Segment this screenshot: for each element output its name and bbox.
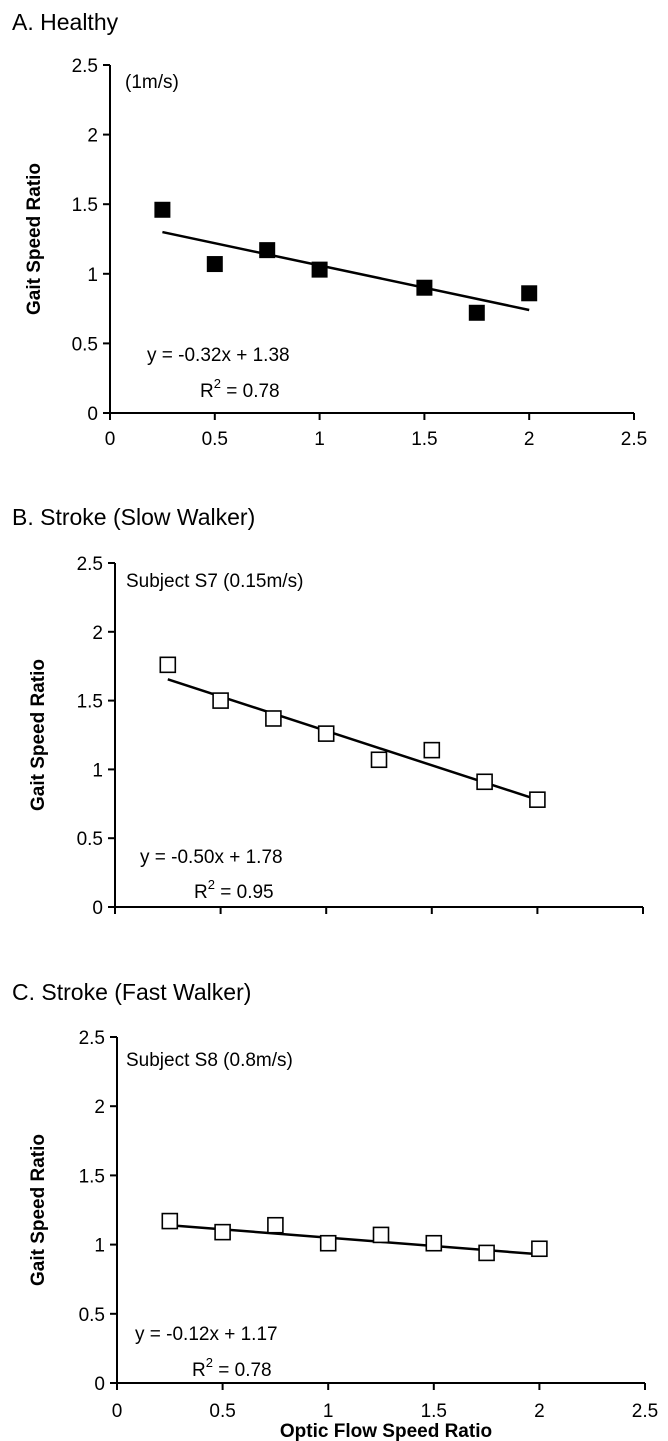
panel-title: A. Healthy	[12, 9, 119, 35]
data-point	[476, 773, 493, 791]
r-squared-prefix: R	[200, 381, 214, 402]
y-tick-label: 1	[87, 265, 98, 286]
trendline	[162, 230, 530, 312]
y-tick-label: 2	[94, 1097, 105, 1118]
x-tick-label: 1.5	[411, 429, 437, 450]
r-squared-label: R2 = 0.78	[200, 376, 280, 402]
y-tick-label: 0	[92, 898, 103, 919]
panel-annotation: Subject S8 (0.8m/s)	[126, 1050, 293, 1071]
y-tick-label: 0.5	[79, 1305, 105, 1326]
y-tick-label: 1.5	[72, 195, 98, 216]
y-tick-label: 2	[87, 126, 98, 147]
y-tick-label: 1	[94, 1236, 105, 1257]
data-point	[214, 1223, 231, 1241]
r-squared-label: R2 = 0.95	[194, 877, 274, 903]
y-tick-label: 0	[87, 404, 98, 425]
data-point	[416, 279, 433, 296]
r-squared-exponent: 2	[206, 1355, 213, 1370]
trendline	[167, 678, 538, 801]
data-point	[154, 201, 171, 218]
data-point	[372, 1226, 390, 1244]
x-tick-label: 2.5	[621, 429, 647, 450]
regression-equation: y = -0.12x + 1.17	[135, 1324, 278, 1345]
data-point	[468, 304, 485, 321]
r-squared-label: R2 = 0.78	[192, 1355, 272, 1381]
x-tick-label: 0	[112, 1401, 123, 1422]
chart-panel-a: A. Healthy 0 0.5 1 1.5 2 2.5 0 0.5 1 1.5 2 2.5 Gait S…	[12, 9, 647, 450]
y-tick-label: 2.5	[72, 56, 98, 77]
y-tick-label: 2.5	[79, 1028, 105, 1049]
panel-annotation: (1m/s)	[125, 72, 179, 93]
data-point	[212, 692, 229, 709]
r-squared-exponent: 2	[208, 877, 215, 892]
data-point	[531, 1240, 548, 1258]
data-point	[529, 791, 546, 808]
trendline	[169, 1223, 540, 1256]
y-tick-label: 2.5	[77, 554, 103, 575]
data-point	[370, 751, 388, 769]
y-axis-title: Gait Speed Ratio	[24, 163, 45, 315]
regression-equation: y = -0.32x + 1.38	[147, 345, 290, 366]
data-point	[259, 242, 276, 259]
data-point	[265, 710, 282, 727]
x-tick-label: 0.5	[202, 429, 228, 450]
data-point	[267, 1216, 284, 1234]
x-axis-title: Optic Flow Speed Ratio	[280, 1421, 492, 1441]
data-point	[319, 1234, 337, 1252]
x-tick-label: 2	[534, 1401, 545, 1422]
y-tick-label: 0	[94, 1374, 105, 1395]
data-point	[311, 261, 328, 278]
data-point	[161, 1212, 179, 1230]
y-axis-title: Gait Speed Ratio	[28, 659, 49, 811]
data-point	[206, 256, 223, 273]
regression-equation: y = -0.50x + 1.78	[140, 847, 283, 868]
data-point	[159, 656, 177, 674]
r-squared-value: = 0.78	[213, 1360, 272, 1381]
panel-annotation: Subject S7 (0.15m/s)	[126, 571, 303, 592]
r-squared-prefix: R	[192, 1360, 206, 1381]
y-tick-label: 0.5	[72, 334, 98, 355]
y-tick-label: 1	[92, 760, 103, 781]
x-tick-label: 0	[105, 429, 116, 450]
chart-panel-b: B. Stroke (Slow Walker) 0 0.5 1 1.5 2 2.5 Gait …	[12, 504, 644, 919]
x-tick-label: 0.5	[209, 1401, 235, 1422]
r-squared-value: = 0.78	[221, 381, 280, 402]
y-tick-label: 2	[92, 623, 103, 644]
data-point	[423, 741, 441, 759]
data-point	[317, 725, 335, 742]
x-tick-label: 2	[524, 429, 535, 450]
y-tick-label: 1.5	[77, 692, 103, 713]
y-axis-title: Gait Speed Ratio	[28, 1134, 49, 1286]
r-squared-prefix: R	[194, 882, 208, 903]
x-tick-label: 1	[314, 429, 325, 450]
y-tick-label: 0.5	[77, 829, 103, 850]
panel-title: C. Stroke (Fast Walker)	[12, 979, 251, 1005]
y-tick-label: 1.5	[79, 1166, 105, 1187]
r-squared-exponent: 2	[214, 376, 221, 391]
x-tick-label: 1	[323, 1401, 334, 1422]
data-point	[521, 285, 538, 302]
x-tick-label: 2.5	[632, 1401, 658, 1422]
r-squared-value: = 0.95	[215, 882, 274, 903]
data-point	[425, 1234, 443, 1252]
data-point	[478, 1244, 495, 1262]
chart-panel-c: C. Stroke (Fast Walker) 0 0.5 1 1.5 2 2.5 0 0.5 1…	[12, 979, 658, 1422]
panel-title: B. Stroke (Slow Walker)	[12, 504, 255, 530]
x-tick-label: 1.5	[421, 1401, 447, 1422]
